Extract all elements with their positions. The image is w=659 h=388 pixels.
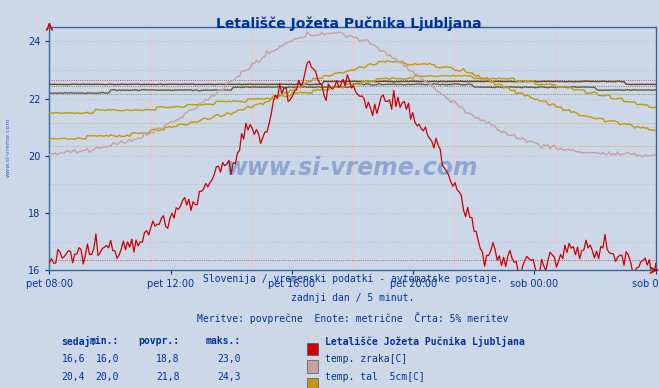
Text: maks.:: maks.: bbox=[205, 336, 241, 346]
Text: Slovenija / vremenski podatki - avtomatske postaje.: Slovenija / vremenski podatki - avtomats… bbox=[203, 274, 502, 284]
Text: Meritve: povprečne  Enote: metrične  Črta: 5% meritev: Meritve: povprečne Enote: metrične Črta:… bbox=[197, 312, 508, 324]
Text: 16,0: 16,0 bbox=[96, 354, 119, 364]
Text: min.:: min.: bbox=[90, 336, 119, 346]
Text: 20,4: 20,4 bbox=[61, 372, 85, 381]
Text: 23,0: 23,0 bbox=[217, 354, 241, 364]
Text: 21,8: 21,8 bbox=[156, 372, 180, 381]
Text: temp. tal  5cm[C]: temp. tal 5cm[C] bbox=[326, 372, 425, 381]
FancyBboxPatch shape bbox=[307, 378, 318, 388]
FancyBboxPatch shape bbox=[307, 360, 318, 373]
Text: povpr.:: povpr.: bbox=[138, 336, 180, 346]
Text: 24,3: 24,3 bbox=[217, 372, 241, 381]
Text: 18,8: 18,8 bbox=[156, 354, 180, 364]
Text: zadnji dan / 5 minut.: zadnji dan / 5 minut. bbox=[291, 293, 415, 303]
Text: Letališče Jožeta Pučnika Ljubljana: Letališče Jožeta Pučnika Ljubljana bbox=[216, 17, 482, 31]
Text: www.si-vreme.com: www.si-vreme.com bbox=[226, 156, 479, 180]
Text: 20,0: 20,0 bbox=[96, 372, 119, 381]
Text: www.si-vreme.com: www.si-vreme.com bbox=[5, 118, 11, 177]
FancyBboxPatch shape bbox=[307, 343, 318, 355]
Text: sedaj:: sedaj: bbox=[61, 336, 97, 347]
Text: temp. zraka[C]: temp. zraka[C] bbox=[326, 354, 407, 364]
Text: Letališče Jožeta Pučnika Ljubljana: Letališče Jožeta Pučnika Ljubljana bbox=[326, 336, 525, 347]
Text: 16,6: 16,6 bbox=[61, 354, 85, 364]
